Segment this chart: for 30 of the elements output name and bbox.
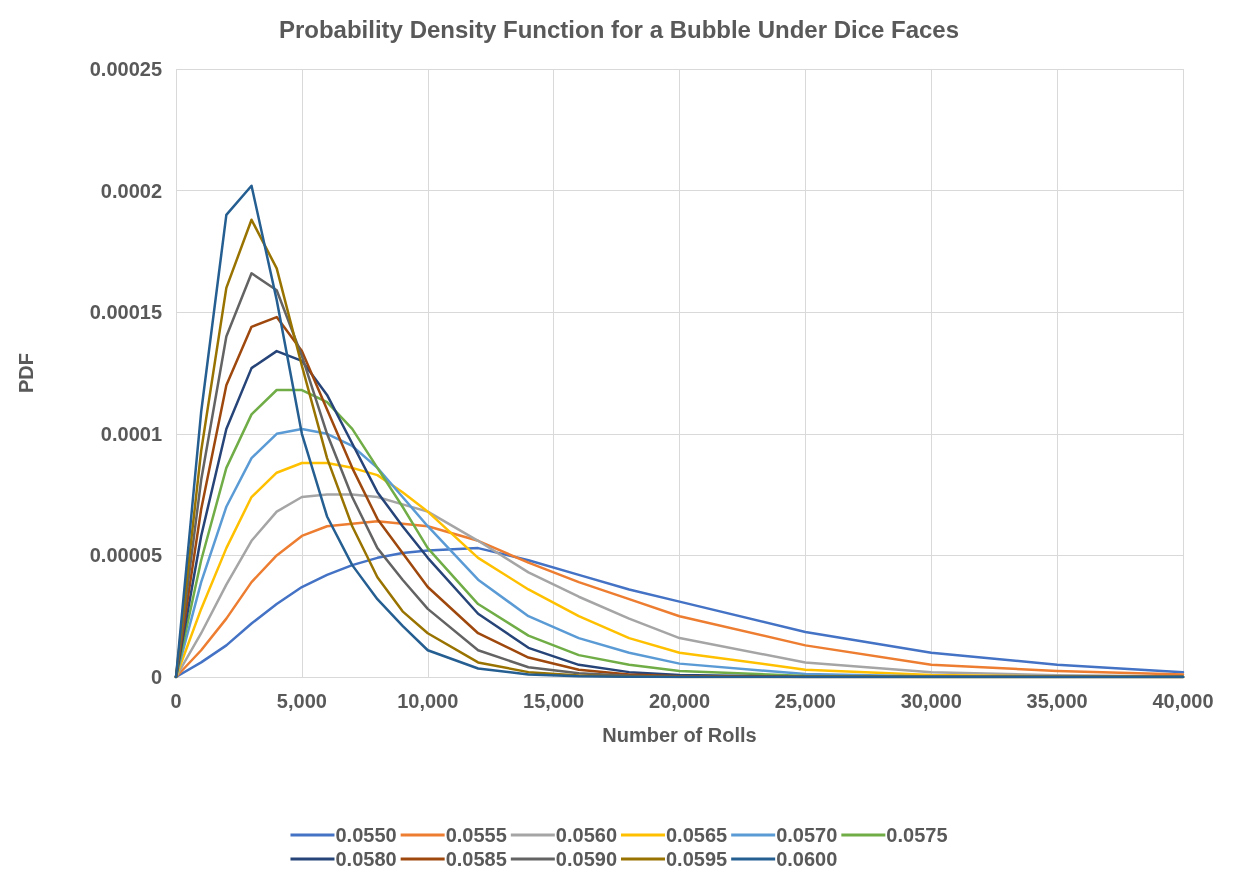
x-axis-title: Number of Rolls xyxy=(602,724,757,746)
y-axis-title: PDF xyxy=(15,353,37,393)
x-tick-label: 25,000 xyxy=(774,690,836,712)
y-tick-label: 0.00005 xyxy=(89,544,162,567)
legend-label: 0.0570 xyxy=(776,824,838,846)
y-tick-label: 0.0001 xyxy=(100,422,162,445)
x-tick-label: 30,000 xyxy=(900,690,962,712)
y-tick-label: 0.0002 xyxy=(100,179,162,202)
legend-label: 0.0560 xyxy=(555,824,617,846)
y-tick-label: 0.00015 xyxy=(89,301,162,324)
legend-label: 0.0600 xyxy=(776,848,838,870)
legend-label: 0.0580 xyxy=(335,848,397,870)
legend-label: 0.0590 xyxy=(555,848,617,870)
x-tick-label: 20,000 xyxy=(648,690,711,712)
legend-label: 0.0550 xyxy=(335,824,397,846)
line-series xyxy=(174,546,1185,679)
legend-label: 0.0595 xyxy=(666,848,728,870)
legend-label: 0.0575 xyxy=(886,824,948,846)
legend-label: 0.0585 xyxy=(445,848,507,870)
x-tick-label: 10,000 xyxy=(397,690,459,712)
x-tick-label: 35,000 xyxy=(1026,690,1088,712)
legend-label: 0.0555 xyxy=(445,824,507,846)
legend-label: 0.0565 xyxy=(666,824,728,846)
y-tick-label: 0.00025 xyxy=(89,58,162,80)
x-tick-label: 40,000 xyxy=(1152,690,1214,712)
chart-title: Probability Density Function for a Bubble Under Dice Faces xyxy=(278,15,960,43)
x-tick-label: 5,000 xyxy=(276,690,327,712)
x-tick-label: 0 xyxy=(170,690,182,712)
y-tick-label: 0 xyxy=(150,666,162,688)
x-tick-label: 15,000 xyxy=(523,690,585,712)
